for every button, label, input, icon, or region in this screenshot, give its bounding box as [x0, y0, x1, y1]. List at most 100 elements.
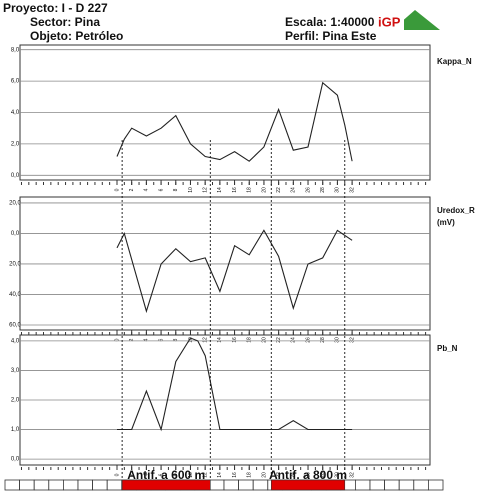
x-tick-label: 8: [173, 473, 179, 476]
scale-box: [427, 479, 444, 491]
scale-box: [63, 479, 79, 491]
x-tick-label: 8: [173, 338, 179, 341]
x-tick-label: 26: [305, 337, 311, 343]
x-tick-label: 20: [261, 337, 267, 343]
x-tick-label: 30: [335, 187, 341, 193]
scale-box: [48, 479, 64, 491]
series-line: [117, 337, 353, 432]
y-tick-label: 20,0: [9, 262, 21, 268]
x-tick-label: 10: [188, 187, 194, 193]
x-tick-label: 24: [291, 472, 297, 478]
x-tick-label: 32: [349, 337, 355, 343]
x-tick-label: 6: [158, 338, 164, 341]
scale-box: [208, 479, 225, 491]
y-tick-label: 4,0: [11, 338, 20, 344]
x-tick-label: 26: [305, 472, 311, 478]
sector: Sector: Pina: [30, 15, 100, 29]
y-tick-label: 2,0: [11, 141, 20, 147]
x-tick-label: 28: [320, 472, 326, 478]
x-tick-label: 30: [335, 337, 341, 343]
x-tick-label: 30: [335, 472, 341, 478]
scale: Escala: 1:40000: [285, 15, 375, 29]
unit-label: (mV): [437, 218, 455, 227]
x-tick-label: 12: [202, 472, 208, 478]
scale-box: [77, 479, 94, 491]
x-tick-label: 16: [232, 472, 238, 478]
x-tick-label: 18: [247, 472, 253, 478]
scale-box: [238, 479, 254, 491]
x-tick-label: 14: [217, 187, 223, 193]
panel-frame: [19, 196, 431, 331]
y-tick-label: 0,0: [11, 457, 20, 463]
x-tick-label: 14: [217, 337, 223, 343]
series-line: [116, 229, 353, 314]
series-label: Uredox_R: [437, 206, 475, 215]
x-tick-label: 18: [247, 187, 253, 193]
anomaly-band: [121, 479, 211, 491]
scale-box: [413, 479, 429, 491]
scale-box: [106, 479, 123, 491]
y-tick-label: 0,0: [11, 173, 20, 179]
x-tick-label: 6: [158, 188, 164, 191]
scale-box: [4, 479, 21, 491]
x-tick-label: 22: [276, 187, 282, 193]
anomaly-label: Antif. a 800 m: [269, 468, 347, 482]
scale-box: [223, 479, 240, 491]
x-tick-label: 20: [261, 187, 267, 193]
logo-bg: [376, 12, 404, 32]
x-tick-label: 4: [144, 188, 150, 191]
y-tick-label: 2,0: [11, 398, 20, 404]
x-tick-label: 16: [232, 187, 238, 193]
x-tick-label: 14: [217, 472, 223, 478]
x-tick-label: 28: [320, 337, 326, 343]
series-label: Kappa_N: [437, 57, 472, 66]
y-tick-label: 3,0: [11, 368, 20, 374]
x-tick-label: 26: [305, 187, 311, 193]
x-tick-label: 10: [188, 337, 194, 343]
y-tick-label: 20,0: [9, 201, 21, 207]
x-tick-label: 12: [202, 337, 208, 343]
anomaly-band: [270, 479, 346, 491]
y-tick-label: 8,0: [11, 47, 20, 53]
y-tick-label: 4,0: [11, 110, 20, 116]
x-tick-label: 8: [173, 188, 179, 191]
scale-box: [19, 479, 35, 491]
x-tick-label: 6: [158, 473, 164, 476]
x-tick-label: 24: [291, 187, 297, 193]
scale-box: [252, 479, 269, 491]
x-tick-label: 16: [232, 337, 238, 343]
anomaly-label: Antif. a 600 m: [127, 468, 205, 482]
x-tick-label: 2: [129, 188, 135, 191]
logo: iGP: [378, 14, 401, 29]
scale-box: [354, 479, 371, 491]
x-tick-label: 20: [261, 472, 267, 478]
x-tick-label: 12: [202, 187, 208, 193]
x-tick-label: 4: [144, 338, 150, 341]
x-tick-label: 32: [349, 472, 355, 478]
x-tick-label: 10: [188, 472, 194, 478]
scale-box: [33, 479, 50, 491]
scale-box: [369, 479, 386, 491]
x-tick-label: 24: [291, 337, 297, 343]
x-tick-label: 2: [129, 473, 135, 476]
x-tick-label: 22: [276, 337, 282, 343]
scale-box: [398, 479, 415, 491]
x-tick-label: 32: [349, 187, 355, 193]
profile: Perfil: Pina Este: [285, 29, 377, 43]
object: Objeto: Petróleo: [30, 29, 123, 43]
x-tick-label: 0: [114, 188, 120, 191]
y-tick-label: 0,0: [11, 231, 20, 237]
series-label: Pb_N: [437, 344, 458, 353]
x-tick-label: 0: [114, 473, 120, 476]
y-tick-label: 40,0: [9, 292, 21, 298]
y-tick-label: 6,0: [11, 79, 20, 85]
x-tick-label: 4: [144, 473, 150, 476]
x-tick-label: 28: [320, 187, 326, 193]
x-tick-label: 22: [276, 472, 282, 478]
project: Proyecto: I - D 227: [3, 1, 108, 15]
x-tick-label: 18: [247, 337, 253, 343]
x-tick-label: 2: [129, 338, 135, 341]
x-tick-label: 0: [114, 338, 120, 341]
scale-box: [384, 479, 400, 491]
